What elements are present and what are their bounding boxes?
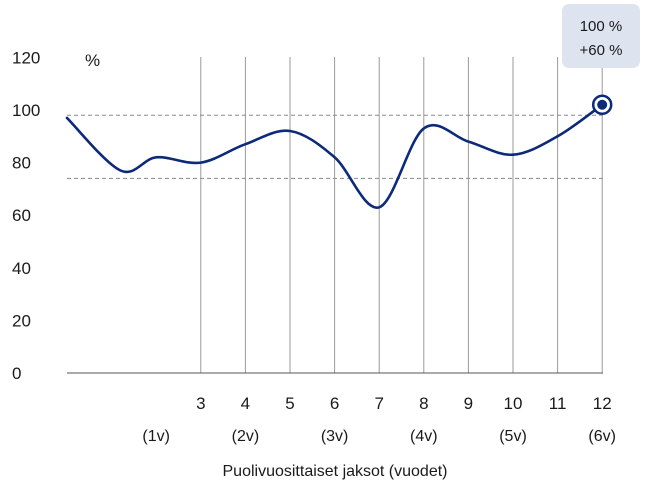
- x-axis-title: Puolivuosittaiset jaksot (vuodet): [223, 463, 448, 480]
- year-labels: (1v) (2v) (3v) (4v) (5v) (6v): [142, 428, 616, 445]
- series-line: [65, 103, 604, 209]
- data-point-5: [288, 129, 292, 133]
- x-tick-11: 11: [549, 394, 567, 413]
- y-tick-20: 20: [12, 311, 31, 330]
- x-tick-3: 3: [196, 394, 205, 413]
- tooltip-value: 100 %: [580, 18, 623, 35]
- data-point-3: [199, 161, 203, 165]
- grid-lines: [200, 57, 603, 373]
- year-label-10: (5v): [499, 428, 527, 445]
- y-tick-0: 0: [12, 364, 21, 383]
- year-label-12: (6v): [588, 428, 616, 445]
- highlight-marker: [591, 94, 613, 115]
- y-tick-80: 80: [12, 154, 31, 173]
- data-point-7: [377, 205, 381, 209]
- y-unit-label: %: [85, 51, 100, 70]
- year-label-2: (1v): [142, 428, 170, 445]
- x-tick-10: 10: [504, 394, 523, 413]
- data-point-10: [511, 153, 515, 157]
- x-tick-12: 12: [593, 394, 612, 413]
- data-point-6: [333, 155, 337, 159]
- data-point-11: [556, 134, 560, 138]
- x-tick-labels: 3 4 5 6 7 8 9 10 11 12: [196, 394, 612, 413]
- data-point-1: [119, 168, 123, 172]
- value-tooltip: 100 % +60 %: [562, 4, 640, 68]
- x-tick-6: 6: [330, 394, 339, 413]
- tooltip-change: +60 %: [580, 42, 623, 59]
- y-tick-60: 60: [12, 206, 31, 225]
- data-point-2: [154, 155, 158, 159]
- year-label-6: (3v): [321, 428, 349, 445]
- data-point-4: [243, 142, 247, 146]
- year-label-4: (2v): [232, 428, 260, 445]
- data-point-8: [422, 126, 426, 130]
- y-tick-labels: 0 20 40 60 80 100 120: [12, 48, 40, 383]
- x-tick-9: 9: [464, 394, 473, 413]
- x-tick-5: 5: [285, 394, 294, 413]
- year-label-8: (4v): [410, 428, 438, 445]
- reference-lines: [67, 114, 603, 179]
- y-tick-120: 120: [12, 48, 40, 67]
- data-point-9: [466, 140, 470, 144]
- highlight-point: [597, 99, 608, 110]
- y-tick-40: 40: [12, 259, 31, 278]
- data-point-0: [65, 116, 69, 120]
- x-tick-4: 4: [241, 394, 250, 413]
- y-tick-100: 100: [12, 101, 40, 120]
- tooltip-box: [562, 4, 640, 68]
- x-tick-8: 8: [419, 394, 428, 413]
- x-tick-7: 7: [374, 394, 383, 413]
